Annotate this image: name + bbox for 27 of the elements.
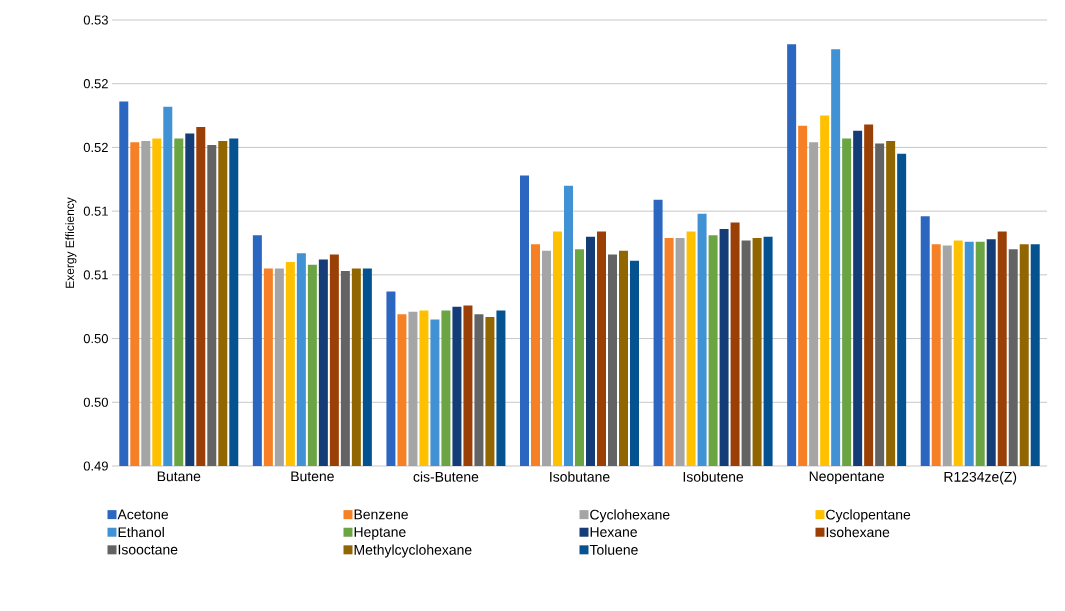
legend-label: Cyclohexane xyxy=(590,509,670,523)
y-tick-label: 0.53 xyxy=(83,15,108,25)
x-tick-label: Neopentane xyxy=(809,471,885,485)
x-tick-label: Butane xyxy=(157,471,201,482)
legend-label: Benzene xyxy=(354,509,408,520)
y-tick-label: 0.50 xyxy=(83,397,108,407)
x-tick-label: Isobutane xyxy=(550,471,610,482)
legend-label: Cyclopentane xyxy=(826,509,911,523)
legend-label: Isohexane xyxy=(826,526,890,538)
x-tick-label: cis-Butene xyxy=(413,471,479,482)
legend-label: Heptane xyxy=(354,527,406,540)
y-tick-label: 0.52 xyxy=(83,79,108,89)
y-axis-title: Exergy Efficiency xyxy=(65,197,77,288)
legend-label: Acetone xyxy=(117,509,169,520)
y-tick-label: 0.51 xyxy=(83,206,108,216)
legend-label: Toluene xyxy=(589,544,638,555)
x-tick-label: R1234ze(Z) xyxy=(944,471,1017,485)
legend-label: Isooctane xyxy=(118,544,178,555)
legend-label: Methylcyclohexane xyxy=(354,544,472,558)
legend-label: Hexane xyxy=(590,527,637,537)
y-tick-label: 0.51 xyxy=(83,270,108,280)
legend-label: Ethanol xyxy=(118,526,164,538)
x-tick-label: Isobutene xyxy=(683,471,744,482)
y-tick-label: 0.52 xyxy=(83,142,108,153)
y-tick-label: 0.49 xyxy=(83,461,108,471)
y-tick-label: 0.50 xyxy=(83,333,108,344)
x-tick-label: Butene xyxy=(291,471,334,482)
